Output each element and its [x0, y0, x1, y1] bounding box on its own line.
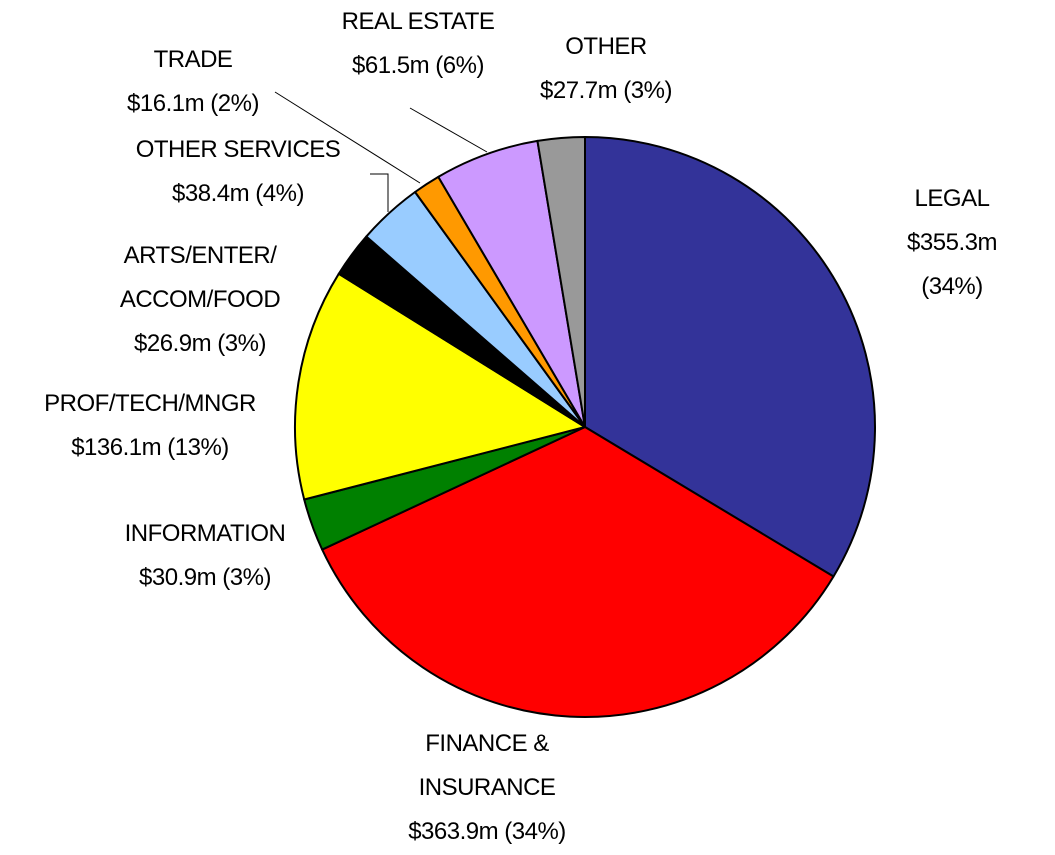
value-label: $38.4m (4%): [172, 180, 304, 207]
slice-label: INFORMATION $30.9m (3%): [125, 512, 286, 600]
category-label: FINANCE & INSURANCE: [418, 730, 556, 801]
value-label: $30.9m (3%): [139, 564, 271, 591]
category-label: LEGAL: [914, 185, 990, 212]
pie-slice: [321, 426, 835, 718]
leader-line: [274, 91, 421, 184]
value-label: $16.1m (2%): [127, 90, 259, 117]
slice-label: TRADE $16.1m (2%): [127, 38, 259, 126]
category-label: REAL ESTATE: [341, 8, 495, 35]
slices: [294, 136, 876, 718]
category-label: OTHER: [565, 33, 647, 60]
pie-slice: [536, 136, 586, 428]
slice-label: REAL ESTATE $61.5m (6%): [342, 0, 495, 88]
value-label: $26.9m (3%): [134, 330, 266, 357]
value-label: $61.5m (6%): [352, 52, 484, 79]
category-label: PROF/TECH/MNGR: [44, 390, 256, 417]
value-label: $363.9m (34%): [408, 818, 566, 845]
value-label: $27.7m (3%): [540, 77, 672, 104]
value-label: $136.1m (13%): [71, 434, 229, 461]
slice-label: OTHER SERVICES $38.4m (4%): [136, 128, 341, 216]
category-label: INFORMATION: [124, 520, 286, 547]
pie-slice: [294, 272, 586, 501]
category-label: OTHER SERVICES: [135, 136, 341, 163]
slice-label: LEGAL $355.3m (34%): [901, 177, 1004, 309]
pie-slice: [584, 136, 876, 578]
slice-label: PROF/TECH/MNGR $136.1m (13%): [44, 382, 256, 470]
category-label: TRADE: [153, 46, 233, 73]
category-label: ARTS/ENTER/ ACCOM/FOOD: [119, 242, 281, 313]
slice-label: ARTS/ENTER/ ACCOM/FOOD $26.9m (3%): [119, 234, 281, 366]
value-label: $355.3m (34%): [907, 229, 997, 300]
leader-line: [409, 107, 488, 153]
leader-line: [370, 173, 389, 212]
slice-label: OTHER $27.7m (3%): [540, 25, 672, 113]
slice-label: FINANCE & INSURANCE $363.9m (34%): [408, 722, 566, 854]
